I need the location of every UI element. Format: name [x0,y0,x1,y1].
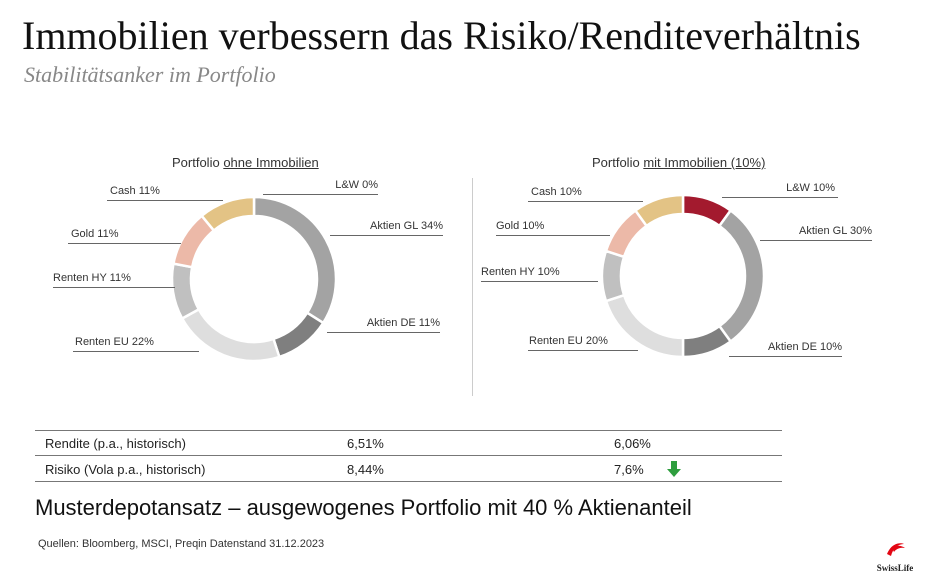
label-lw: L&W 0% [263,178,378,195]
logo-icon [887,543,905,556]
label-aktien-de: Aktien DE 10% [729,340,842,357]
risiko-mit: 7,6% [614,462,644,477]
label-aktien-de: Aktien DE 11% [327,316,440,333]
label-renten-hy: Renten HY 11% [53,271,175,288]
donut-slice-renten-hy [170,262,201,321]
page-subtitle: Stabilitätsanker im Portfolio [24,62,276,87]
chart-title-right: Portfolio mit Immobilien (10%) [592,155,765,170]
chart-title-prefix: Portfolio [592,155,644,170]
label-aktien-gl: Aktien GL 30% [760,224,872,241]
row-label-rendite: Rendite (p.a., historisch) [45,436,186,451]
chart-title-underlined: mit Immobilien (10%) [643,155,766,170]
donut-slice-aktien-gl [717,208,766,344]
table-line [35,481,782,482]
row-label-risiko: Risiko (Vola p.a., historisch) [45,462,206,477]
rendite-ohne: 6,51% [347,436,384,451]
rendite-mit: 6,06% [614,436,651,451]
label-renten-hy: Renten HY 10% [481,265,598,282]
chart-title-underlined: ohne Immobilien [223,155,319,170]
label-cash: Cash 10% [528,185,643,202]
label-renten-eu: Renten EU 22% [73,335,199,352]
donut-slice-aktien-de [271,311,325,359]
source-note: Quellen: Bloomberg, MSCI, Preqin Datenst… [38,538,325,550]
label-aktien-gl: Aktien GL 34% [330,219,443,236]
donut-slice-renten-hy [600,249,626,303]
label-renten-eu: Renten EU 20% [528,334,638,351]
donut-slice-aktien-gl [252,195,338,325]
risiko-ohne: 8,44% [347,462,384,477]
chart-title-prefix: Portfolio [172,155,224,170]
label-gold: Gold 10% [496,219,610,236]
label-cash: Cash 11% [107,184,223,201]
swisslife-logo: SwissLife [870,540,920,573]
page-title: Immobilien verbessern das Risiko/Rendite… [22,13,861,58]
donut-slice-cash [633,193,685,228]
table-line [35,430,782,431]
arrow-down-icon [667,461,681,477]
table-line [35,455,782,456]
headline: Musterdepotansatz – ausgewogenes Portfol… [35,495,692,520]
label-gold: Gold 11% [68,227,181,244]
chart-title-left: Portfolio ohne Immobilien [172,155,319,170]
label-lw: L&W 10% [722,181,838,198]
divider [472,178,473,396]
logo-text: SwissLife [876,563,914,573]
donut-slice-aktien-de [681,324,733,359]
donut-slice-cash [199,195,256,233]
